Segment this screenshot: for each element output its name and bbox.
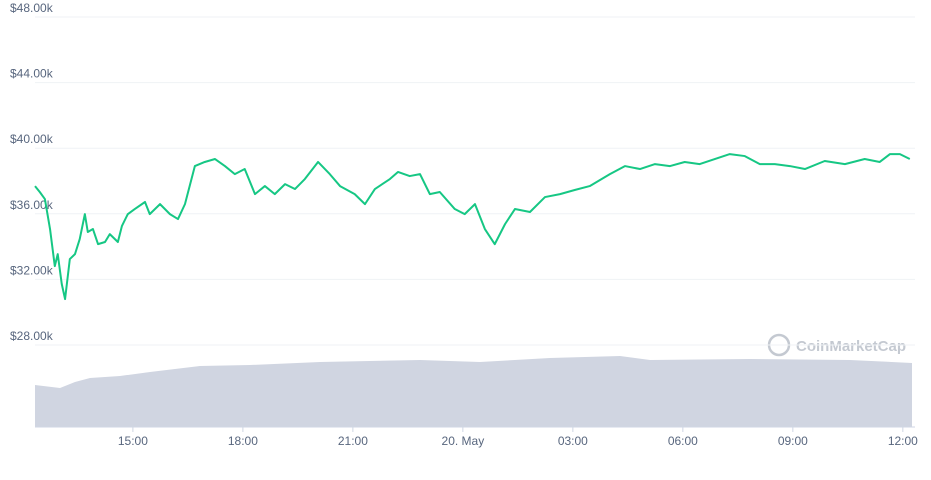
y-tick-label: $36.00k bbox=[10, 198, 54, 212]
watermark-text: CoinMarketCap bbox=[796, 338, 906, 355]
x-tick-label: 03:00 bbox=[558, 434, 588, 448]
x-tick-label: 21:00 bbox=[338, 434, 368, 448]
x-tick-label: 06:00 bbox=[668, 434, 698, 448]
y-tick-label: $44.00k bbox=[10, 67, 54, 81]
x-tick-label: 09:00 bbox=[778, 434, 808, 448]
price-line bbox=[34, 153, 911, 301]
y-tick-label: $28.00k bbox=[10, 329, 54, 343]
y-tick-label: $48.00k bbox=[10, 1, 54, 15]
x-tick-label: 18:00 bbox=[228, 434, 258, 448]
y-tick-label: $40.00k bbox=[10, 132, 54, 146]
y-tick-label: $32.00k bbox=[10, 263, 54, 277]
volume-area bbox=[35, 356, 912, 427]
x-tick-label: 15:00 bbox=[118, 434, 148, 448]
x-tick-label: 12:00 bbox=[888, 434, 918, 448]
x-tick-label: 20. May bbox=[442, 434, 485, 448]
